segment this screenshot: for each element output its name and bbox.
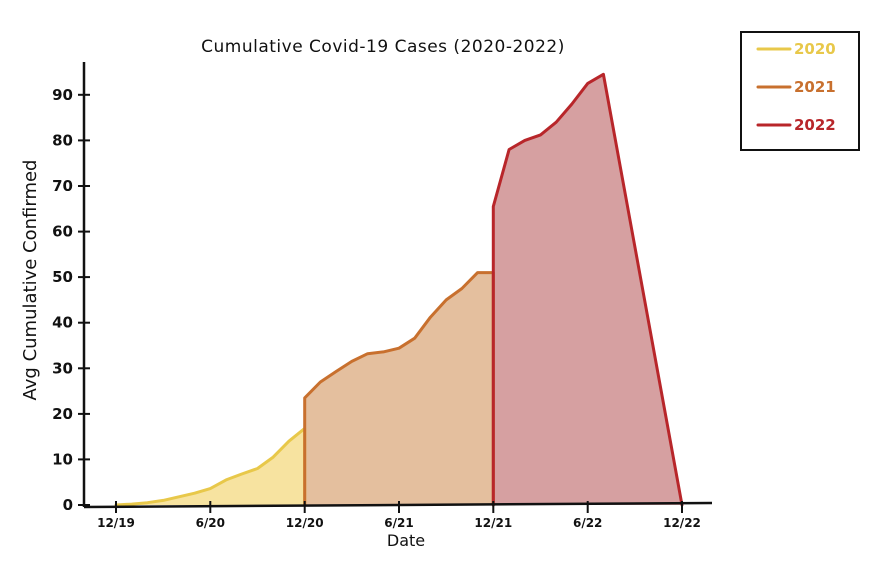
- y-tick-label-10: 10: [52, 450, 73, 468]
- y-axis-label: Avg Cumulative Confirmed: [20, 160, 41, 401]
- y-tick-label-40: 40: [52, 314, 73, 332]
- legend-box: [740, 31, 860, 151]
- y-tick-label-90: 90: [52, 86, 73, 104]
- y-ticks: 0 10 20 30 40 50 60 70 80 90: [52, 86, 90, 514]
- x-ticks: 12/19 6/20 12/20 6/21 12/21 6/22 12/22: [97, 501, 701, 530]
- y-tick-label-50: 50: [52, 268, 73, 286]
- area-2022: [493, 74, 682, 506]
- x-tick-label-4: 12/21: [474, 516, 512, 530]
- area-layer: [116, 74, 682, 506]
- x-tick-label-1: 6/20: [196, 516, 225, 530]
- legend-label-2021: 2021: [794, 78, 836, 96]
- line-2020: [114, 426, 307, 507]
- line-2022: [491, 72, 684, 507]
- line-2021: [303, 271, 495, 507]
- y-tick-label-0: 0: [63, 496, 73, 514]
- y-tick-label-60: 60: [52, 223, 73, 241]
- y-tick-label-80: 80: [52, 131, 73, 149]
- x-tick-label-2: 12/20: [286, 516, 324, 530]
- legend-label-2020: 2020: [794, 40, 836, 58]
- x-tick-label-0: 12/19: [97, 516, 135, 530]
- area-2021: [304, 272, 494, 505]
- chart-title: Cumulative Covid-19 Cases (2020-2022): [201, 37, 565, 57]
- y-tick-label-30: 30: [52, 359, 73, 377]
- legend-label-2022: 2022: [794, 116, 836, 134]
- area-2020: [116, 428, 305, 505]
- y-tick-label-20: 20: [52, 405, 73, 423]
- x-axis-label: Date: [387, 531, 425, 550]
- legend: 2020 2021 2022: [740, 31, 860, 151]
- x-tick-label-3: 6/21: [384, 516, 413, 530]
- line-layer: [114, 72, 684, 507]
- y-tick-label-70: 70: [52, 177, 73, 195]
- x-tick-label-5: 6/22: [573, 516, 602, 530]
- x-tick-label-6: 12/22: [663, 516, 701, 530]
